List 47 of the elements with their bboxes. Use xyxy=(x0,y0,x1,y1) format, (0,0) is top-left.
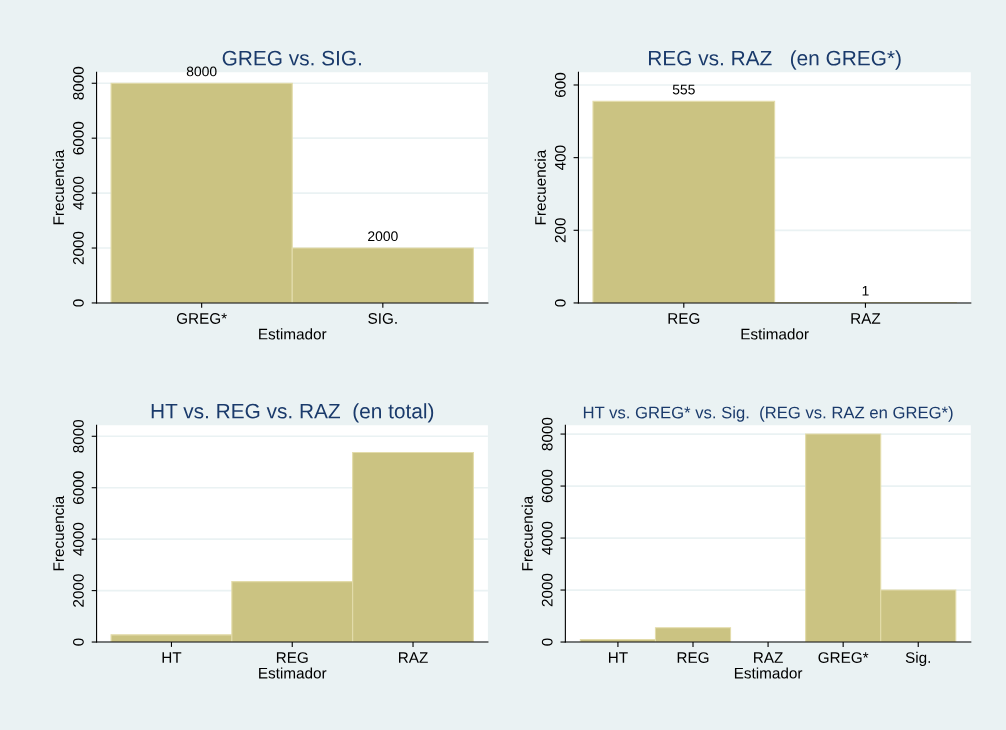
x-tick-label: GREG* xyxy=(176,313,227,324)
x-axis-title: Estimador xyxy=(259,667,327,679)
x-tick-label: REG xyxy=(677,652,709,663)
y-tick-label: 2000 xyxy=(73,231,84,265)
y-tick-label: 6000 xyxy=(73,121,84,155)
x-tick-label: RAZ xyxy=(399,652,428,663)
chart-title: GREG vs. SIG. xyxy=(222,50,361,66)
y-tick-label: 8000 xyxy=(73,419,84,453)
y-tick-label: 0 xyxy=(73,299,84,307)
y-tick-label: 200 xyxy=(554,218,566,243)
x-tick-label: GREG* xyxy=(818,652,869,663)
y-axis-title: Frecuencia xyxy=(521,495,533,571)
data-label: 8000 xyxy=(186,66,217,77)
data-label: 555 xyxy=(672,84,695,95)
y-tick-label: 6000 xyxy=(73,471,84,504)
y-tick-label: 400 xyxy=(554,145,566,171)
y-tick-label: 0 xyxy=(73,638,84,646)
y-tick-label: 2000 xyxy=(541,573,553,607)
x-tick-label: RAZ xyxy=(851,313,881,324)
y-axis-title: Frecuencia xyxy=(534,149,546,225)
y-tick-label: 0 xyxy=(541,638,553,646)
x-tick-label: REG xyxy=(276,652,308,663)
chart-title: HT vs. GREG* vs. Sig. (REG vs. RAZ en GREG*) xyxy=(583,406,953,422)
y-tick-label: 2000 xyxy=(73,574,84,607)
x-axis-title: Estimador xyxy=(259,328,327,340)
y-tick-label: 600 xyxy=(554,72,566,97)
data-label: 2000 xyxy=(368,231,398,242)
y-tick-label: 8000 xyxy=(73,66,84,100)
y-tick-label: 4000 xyxy=(541,521,553,555)
x-tick-label: Sig. xyxy=(905,651,930,666)
chart-title: HT vs. REG vs. RAZ (en total) xyxy=(151,403,434,423)
x-tick-label: RAZ xyxy=(754,652,783,663)
x-axis-title: Estimador xyxy=(741,328,809,340)
y-tick-label: 4000 xyxy=(73,522,84,556)
x-axis-title: Estimador xyxy=(734,667,803,679)
y-axis-title: Frecuencia xyxy=(52,495,65,571)
chart-title: REG vs. RAZ (en GREG*) xyxy=(649,50,901,70)
y-tick-label: 0 xyxy=(554,299,566,307)
y-tick-label: 6000 xyxy=(541,469,553,503)
y-tick-label: 8000 xyxy=(541,417,553,451)
x-tick-label: HT xyxy=(162,652,182,663)
x-tick-label: REG xyxy=(668,313,700,324)
x-tick-label: HT xyxy=(609,652,628,663)
x-tick-label: SIG. xyxy=(368,313,397,324)
y-axis-title: Frecuencia xyxy=(52,149,65,225)
data-label: 1 xyxy=(862,285,869,296)
y-tick-label: 4000 xyxy=(73,176,84,210)
